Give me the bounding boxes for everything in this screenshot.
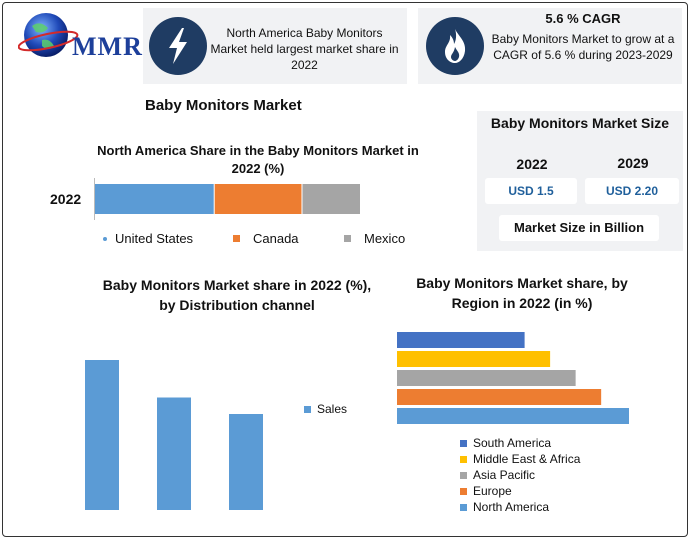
chart-na-category-label: 2022 bbox=[50, 191, 82, 207]
legend-item-canada: Canada bbox=[233, 231, 299, 246]
legend-item-united-states: United States bbox=[103, 231, 193, 246]
legend-label: North America bbox=[473, 500, 550, 514]
bar-segment-united-states bbox=[95, 184, 214, 214]
market-size-footer: Market Size in Billion bbox=[499, 215, 659, 241]
logo: MMR bbox=[17, 10, 143, 62]
legend-item-region: North America bbox=[460, 500, 549, 514]
legend-swatch bbox=[304, 405, 311, 413]
bar-region-europe bbox=[397, 389, 602, 405]
legend-label: South America bbox=[473, 436, 552, 450]
legend-item-region: Middle East & Africa bbox=[460, 452, 580, 466]
chart-na-share-title: North America Share in the Baby Monitors… bbox=[97, 143, 419, 176]
info-card-north-america: North America Baby Monitors Market held … bbox=[143, 8, 407, 84]
chart-na-axis bbox=[94, 178, 95, 220]
chart-region bbox=[397, 332, 629, 424]
legend-label: Europe bbox=[473, 484, 512, 498]
legend-item-region: Asia Pacific bbox=[460, 468, 535, 482]
cagr-title: 5.6 % CAGR bbox=[545, 11, 621, 26]
legend-label: Sales bbox=[317, 402, 348, 416]
legend-swatch bbox=[344, 235, 351, 242]
region-legend: South America Middle East & Africa Asia Pa… bbox=[460, 436, 660, 520]
value-2029: USD 2.20 bbox=[585, 178, 679, 204]
chart-na-share bbox=[95, 184, 360, 214]
info-card-text: North America Baby Monitors Market held … bbox=[210, 26, 399, 72]
bar-sales bbox=[229, 414, 263, 510]
legend-label: Canada bbox=[253, 231, 299, 246]
bar-segment-canada bbox=[214, 184, 302, 214]
legend-swatch bbox=[460, 487, 467, 495]
legend-label: Asia Pacific bbox=[473, 468, 536, 482]
legend-label: Middle East & Africa bbox=[473, 452, 581, 466]
bar-region-middle-east-africa bbox=[397, 351, 551, 367]
bar-segment-mexico bbox=[302, 184, 360, 214]
market-size-title: Baby Monitors Market Size bbox=[490, 115, 670, 131]
flame-icon bbox=[426, 17, 484, 75]
year-2022-label: 2022 bbox=[516, 156, 548, 172]
legend-label: Mexico bbox=[364, 231, 406, 246]
bar-region-asia-pacific bbox=[397, 370, 576, 386]
logo-text: MMR bbox=[72, 32, 143, 61]
legend-swatch bbox=[103, 236, 107, 241]
legend-item-mexico: Mexico bbox=[344, 231, 405, 246]
page-title: Baby Monitors Market bbox=[145, 97, 302, 114]
globe-icon bbox=[17, 13, 79, 57]
market-size-panel: Baby Monitors Market Size 2022 2029 USD … bbox=[477, 111, 683, 251]
bar-sales bbox=[85, 360, 119, 510]
legend-item-region: South America bbox=[460, 436, 551, 450]
legend-item-sales: Sales bbox=[304, 402, 347, 416]
bar-region-south-america bbox=[397, 332, 525, 348]
value-2022: USD 1.5 bbox=[485, 178, 577, 204]
legend-swatch bbox=[460, 503, 467, 511]
bar-sales bbox=[157, 397, 191, 510]
chart-region-title: Baby Monitors Market share, by Region in… bbox=[416, 275, 628, 311]
year-2029-label: 2029 bbox=[617, 155, 649, 171]
legend-swatch bbox=[460, 471, 467, 479]
legend-swatch bbox=[460, 439, 467, 447]
lightning-icon bbox=[149, 17, 207, 75]
chart-channel bbox=[85, 360, 263, 510]
legend-swatch bbox=[460, 455, 467, 463]
legend-item-region: Europe bbox=[460, 484, 512, 498]
info-card-cagr: 5.6 % CAGR Baby Monitors Market to grow … bbox=[418, 8, 682, 84]
legend-label: United States bbox=[115, 231, 194, 246]
chart-channel-title: Baby Monitors Market share in 2022 (%), … bbox=[102, 277, 372, 313]
legend-swatch bbox=[233, 235, 240, 242]
bar-region-north-america bbox=[397, 408, 629, 424]
info-card-text: Baby Monitors Market to grow at a CAGR o… bbox=[491, 32, 675, 62]
